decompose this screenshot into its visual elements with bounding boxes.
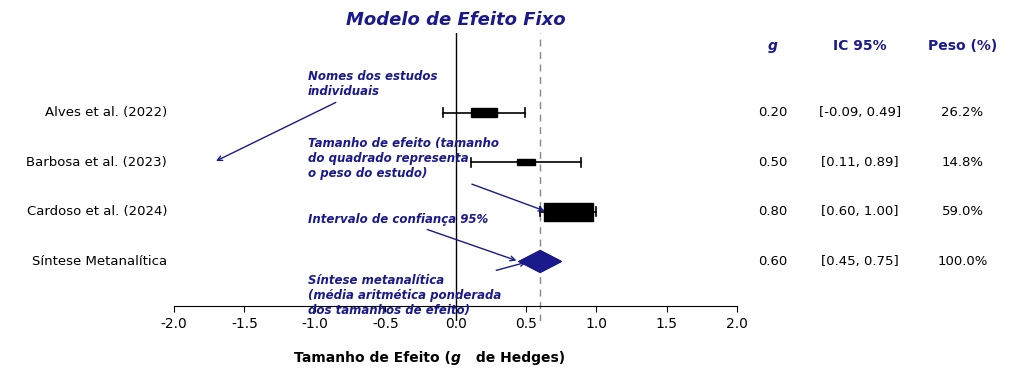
Text: Nomes dos estudos
individuais: Nomes dos estudos individuais bbox=[217, 70, 437, 161]
Text: 0.60: 0.60 bbox=[759, 255, 787, 268]
Text: [-0.09, 0.49]: [-0.09, 0.49] bbox=[819, 106, 901, 119]
Bar bbox=[517, 159, 535, 165]
Text: 0.20: 0.20 bbox=[759, 106, 787, 119]
Text: 26.2%: 26.2% bbox=[941, 106, 984, 119]
Text: Alves et al. (2022): Alves et al. (2022) bbox=[45, 106, 167, 119]
Text: Tamanho de efeito (tamanho
do quadrado representa
o peso do estudo): Tamanho de efeito (tamanho do quadrado r… bbox=[308, 137, 543, 211]
Text: IC 95%: IC 95% bbox=[834, 39, 887, 53]
Text: Tamanho de Efeito (: Tamanho de Efeito ( bbox=[294, 351, 451, 365]
Text: Intervalo de confiança 95%: Intervalo de confiança 95% bbox=[308, 213, 515, 261]
Polygon shape bbox=[519, 251, 561, 272]
Text: g: g bbox=[451, 351, 461, 365]
Text: de Hedges): de Hedges) bbox=[471, 351, 565, 365]
Text: Síntese metanalítica
(média aritmética ponderada
dos tamanhos de efeito): Síntese metanalítica (média aritmética p… bbox=[308, 262, 524, 317]
Text: Barbosa et al. (2023): Barbosa et al. (2023) bbox=[27, 156, 167, 169]
Text: [0.11, 0.89]: [0.11, 0.89] bbox=[821, 156, 899, 169]
Text: [0.60, 1.00]: [0.60, 1.00] bbox=[821, 206, 899, 218]
Text: 0.80: 0.80 bbox=[759, 206, 787, 218]
Bar bbox=[544, 203, 593, 221]
Text: 100.0%: 100.0% bbox=[937, 255, 988, 268]
Text: Síntese Metanalítica: Síntese Metanalítica bbox=[32, 255, 167, 268]
Text: [0.45, 0.75]: [0.45, 0.75] bbox=[821, 255, 899, 268]
Bar bbox=[471, 108, 497, 117]
Text: Peso (%): Peso (%) bbox=[928, 39, 997, 53]
Text: Cardoso et al. (2024): Cardoso et al. (2024) bbox=[27, 206, 167, 218]
Text: 14.8%: 14.8% bbox=[941, 156, 984, 169]
Text: 59.0%: 59.0% bbox=[941, 206, 984, 218]
Title: Modelo de Efeito Fixo: Modelo de Efeito Fixo bbox=[346, 11, 565, 29]
Text: 0.50: 0.50 bbox=[759, 156, 787, 169]
Text: g: g bbox=[768, 39, 778, 53]
